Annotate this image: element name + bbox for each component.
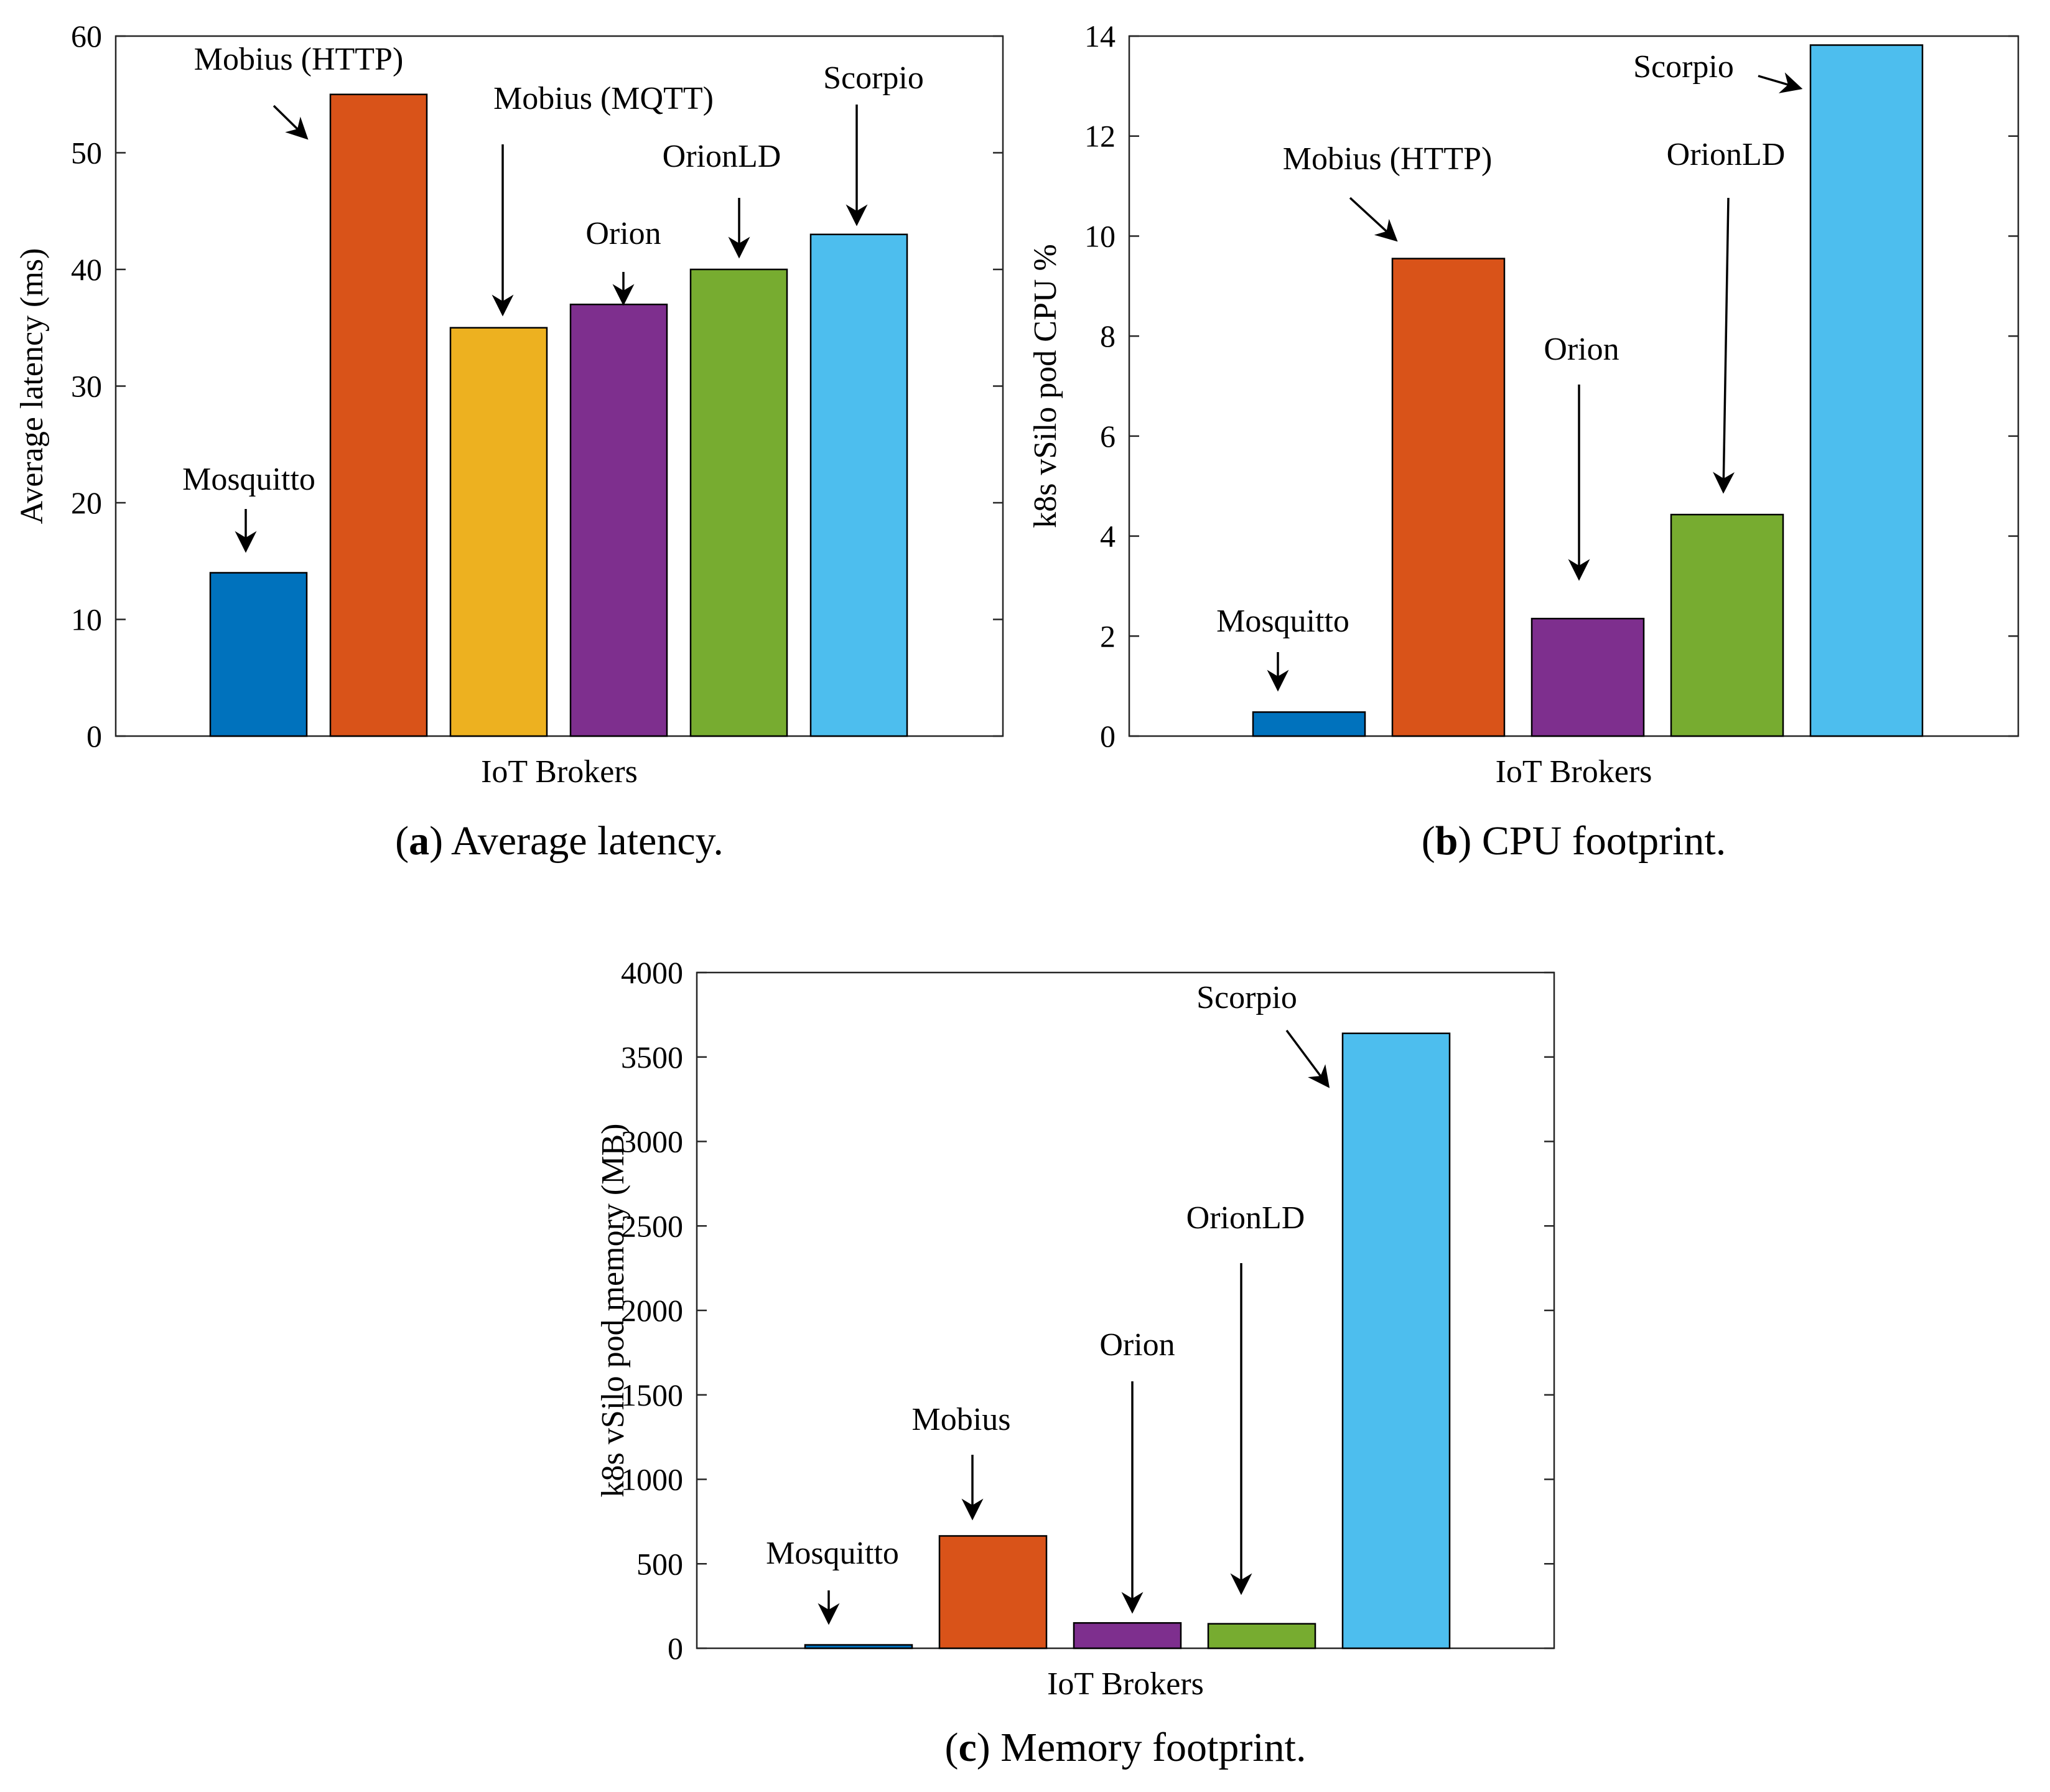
y-axis-label: k8s vSilo pod memory (MB) <box>595 1124 631 1498</box>
bar-mosquitto <box>1252 711 1366 737</box>
y-tick-label: 8 <box>1100 319 1116 353</box>
bar-scorpio <box>1341 1032 1451 1650</box>
y-axis-label: Average latency (ms) <box>14 248 50 525</box>
y-tick-label: 3000 <box>621 1124 683 1159</box>
bar-orionld <box>1207 1623 1316 1650</box>
y-tick-label: 10 <box>71 602 102 637</box>
bar-orion <box>1073 1622 1182 1650</box>
annotation-orionld: OrionLD <box>1186 1200 1305 1236</box>
y-tick-label: 14 <box>1084 19 1116 54</box>
subfigure-caption: (c) Memory footprint. <box>944 1725 1306 1770</box>
caption-text: Memory footprint. <box>1000 1725 1306 1770</box>
x-axis-label: IoT Brokers <box>1047 1666 1204 1702</box>
y-tick-label: 4 <box>1100 519 1116 554</box>
y-tick-label: 1000 <box>621 1462 683 1497</box>
y-tick-label: 2 <box>1100 618 1116 653</box>
y-tick-label: 0 <box>86 719 102 754</box>
subfigure-caption: (a) Average latency. <box>395 818 724 864</box>
bar-orionld <box>1670 513 1784 737</box>
y-tick-label: 0 <box>668 1631 683 1666</box>
chart-average-latency: 0 10 20 30 40 50 60 Mosquitto Mobius (HTTP) Mobiu… <box>14 19 1004 864</box>
y-tick-label: 2000 <box>621 1293 683 1328</box>
annotation-mobius-http: Mobius (HTTP) <box>1283 141 1493 177</box>
bar-scorpio <box>809 233 908 737</box>
bar-mosquitto <box>804 1644 913 1650</box>
caption-letter: a <box>409 818 429 864</box>
y-tick-label: 4000 <box>621 955 683 990</box>
y-tick-label: 20 <box>71 485 102 520</box>
y-tick-label: 60 <box>71 19 102 54</box>
annotation-orion: Orion <box>1099 1327 1175 1363</box>
annotation-scorpio: Scorpio <box>823 60 924 96</box>
annotation-mobius-http: Mobius (HTTP) <box>194 42 404 77</box>
y-tick-label: 6 <box>1100 419 1116 454</box>
annotation-arrow-scorpio <box>1285 1029 1330 1088</box>
y-tick-label: 30 <box>71 369 102 404</box>
y-tick-label: 40 <box>71 252 102 287</box>
annotation-scorpio: Scorpio <box>1196 980 1297 1015</box>
bar-scorpio <box>1809 44 1924 737</box>
annotation-mobius-mqtt: Mobius (MQTT) <box>493 81 714 116</box>
annotation-mobius: Mobius <box>912 1402 1011 1437</box>
annotation-orionld: OrionLD <box>1667 137 1786 172</box>
y-tick-label: 500 <box>636 1546 683 1581</box>
annotation-mosquitto: Mosquitto <box>182 462 315 497</box>
annotation-orion: Orion <box>1544 332 1619 367</box>
annotation-orion: Orion <box>585 216 661 251</box>
x-axis-label: IoT Brokers <box>481 754 638 790</box>
annotation-mosquitto: Mosquitto <box>1216 604 1349 639</box>
bar-mobius <box>938 1535 1048 1650</box>
chart-cpu-footprint: 0 2 4 6 8 10 12 14 Mosquitto Mobius (HTTP) Orion Or… <box>1028 19 2020 864</box>
bar-mobius-mqtt <box>449 327 548 737</box>
y-tick-label: 10 <box>1084 218 1116 253</box>
annotation-arrow-orionld <box>1713 197 1735 494</box>
bar-orion <box>569 304 668 737</box>
caption-text: CPU footprint. <box>1482 818 1726 864</box>
bar-orion <box>1531 617 1645 737</box>
y-tick-label: 12 <box>1084 119 1116 154</box>
bar-mobius-http <box>1391 258 1506 737</box>
caption-letter: b <box>1435 818 1458 864</box>
caption-text: Average latency. <box>451 818 724 864</box>
bar-mobius-http <box>329 93 428 737</box>
y-tick-label: 2500 <box>621 1208 683 1243</box>
chart-memory-footprint: 0 500 1000 1500 2000 2500 3000 3500 4000 Mosquitt… <box>595 955 1555 1770</box>
annotation-arrow-scorpio <box>1758 72 1803 93</box>
annotation-arrow-mobius-http <box>273 105 309 140</box>
annotation-orionld: OrionLD <box>663 139 781 174</box>
y-tick-label: 0 <box>1100 719 1116 754</box>
y-tick-label: 50 <box>71 136 102 170</box>
y-tick-label: 3500 <box>621 1040 683 1075</box>
annotation-arrow-mobius-http <box>1349 197 1398 242</box>
caption-letter: c <box>958 1725 976 1770</box>
y-axis-label: k8s vSilo pod CPU % <box>1028 244 1063 528</box>
annotation-mosquitto: Mosquitto <box>766 1536 899 1571</box>
x-axis-label: IoT Brokers <box>1496 754 1652 790</box>
subfigure-caption: (b) CPU footprint. <box>1422 818 1726 864</box>
annotation-scorpio: Scorpio <box>1633 49 1734 85</box>
y-tick-label: 1500 <box>621 1378 683 1412</box>
bar-orionld <box>689 268 788 737</box>
bar-mosquitto <box>209 572 308 737</box>
